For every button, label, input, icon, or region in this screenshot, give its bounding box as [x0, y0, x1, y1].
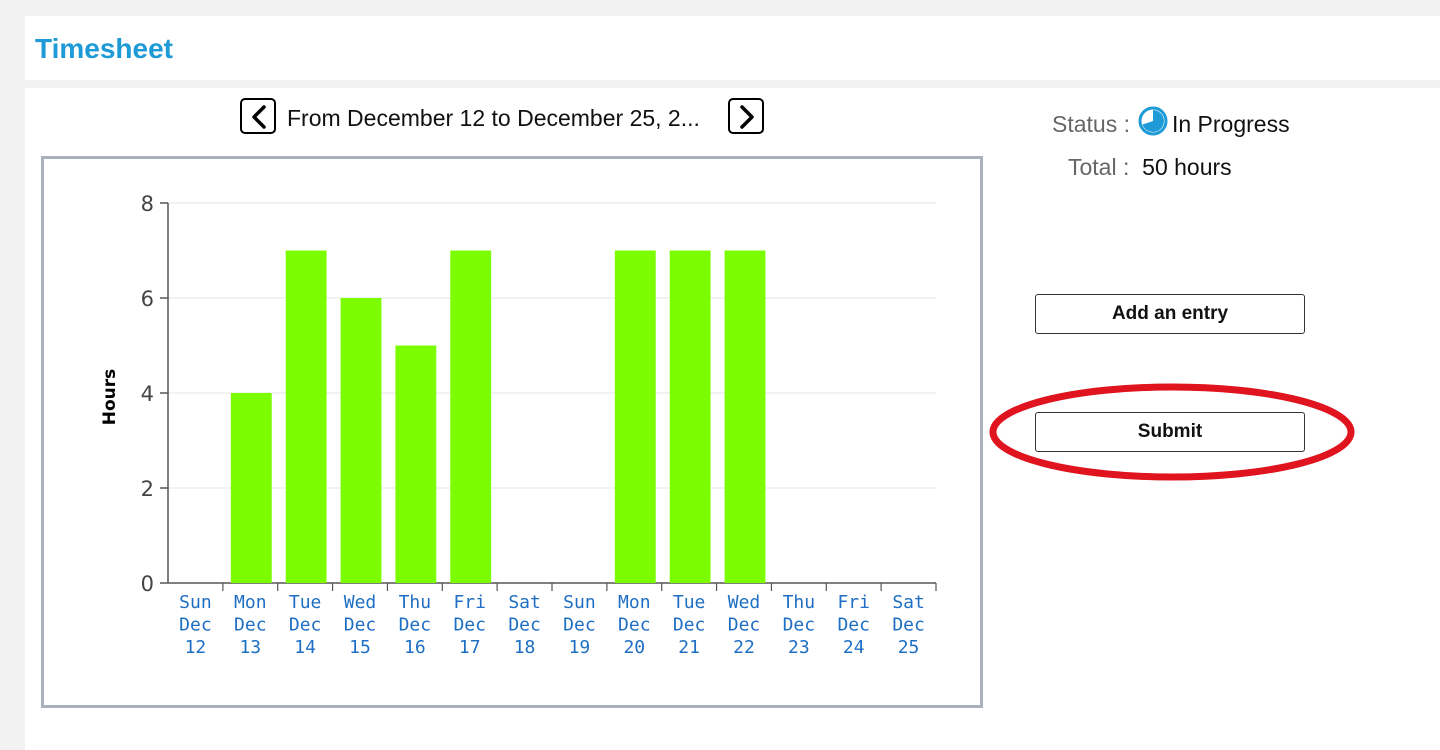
- total-value: 50 hours: [1142, 154, 1232, 180]
- x-tick-label-line: Sun: [563, 592, 596, 613]
- previous-period-button[interactable]: [240, 98, 276, 134]
- status-label: Status :: [1052, 111, 1130, 137]
- x-tick-label-line: Sun: [179, 592, 212, 613]
- total-label: Total :: [1068, 154, 1130, 180]
- x-tick-label: Tue Dec 21: [673, 592, 706, 658]
- page-title: Timesheet: [35, 33, 173, 64]
- x-tick-label: Sat Dec 25: [892, 592, 925, 658]
- x-tick-label-line: 15: [349, 637, 371, 658]
- y-tick-label: 6: [141, 287, 154, 311]
- x-tick-label-line: Dec: [618, 615, 651, 636]
- bar: [669, 250, 711, 583]
- x-tick-label: Mon Dec 13: [234, 592, 267, 658]
- x-tick-label-line: Wed: [344, 592, 377, 613]
- date-range-label: From December 12 to December 25, 2...: [287, 105, 700, 131]
- next-period-button[interactable]: [728, 98, 764, 134]
- bar: [724, 250, 766, 583]
- x-tick-label-line: 25: [898, 637, 920, 658]
- x-tick-label: Sun Dec 12: [179, 592, 212, 658]
- bar: [340, 298, 382, 583]
- x-tick-label-line: 24: [843, 637, 865, 658]
- x-tick-label-line: Dec: [453, 615, 486, 636]
- x-tick-label-line: 20: [623, 637, 645, 658]
- x-tick-label-line: Thu: [783, 592, 816, 613]
- x-tick-label-line: Dec: [508, 615, 541, 636]
- x-tick-label-line: Mon: [234, 592, 267, 613]
- x-tick-label-line: Fri: [837, 592, 870, 613]
- x-tick-label-line: 12: [185, 637, 207, 658]
- x-tick-label-line: Tue: [289, 592, 322, 613]
- x-tick-label: Sat Dec 18: [508, 592, 541, 658]
- x-tick-label: Sun Dec 19: [563, 592, 596, 658]
- x-tick-label-line: Sat: [508, 592, 541, 613]
- x-tick-label: Fri Dec 17: [453, 592, 486, 658]
- x-tick-label: Fri Dec 24: [837, 592, 870, 658]
- x-tick-label-line: Dec: [234, 615, 267, 636]
- x-tick-label-line: 14: [294, 637, 316, 658]
- submit-button[interactable]: Submit: [1035, 412, 1305, 452]
- x-tick-label-line: Fri: [453, 592, 486, 613]
- bar: [614, 250, 656, 583]
- bar: [285, 250, 327, 583]
- y-axis-title: Hours: [100, 369, 120, 426]
- y-tick-label: 8: [141, 192, 154, 216]
- x-tick-label-line: Dec: [728, 615, 761, 636]
- highlight-annotation: [989, 383, 1355, 481]
- x-tick-label-line: Dec: [673, 615, 706, 636]
- y-tick-label: 0: [141, 572, 154, 596]
- x-tick-label-line: Dec: [344, 615, 377, 636]
- x-tick-label: Wed Dec 15: [344, 592, 377, 658]
- add-entry-button[interactable]: Add an entry: [1035, 294, 1305, 334]
- status-row: Status : In Progress: [1052, 106, 1290, 142]
- x-tick-label-line: Dec: [892, 615, 925, 636]
- x-tick-label-line: 18: [514, 637, 536, 658]
- total-row: Total : 50 hours: [1068, 154, 1232, 181]
- x-tick-label-line: Dec: [783, 615, 816, 636]
- x-tick-label-line: Dec: [289, 615, 322, 636]
- x-tick-label-line: Wed: [728, 592, 761, 613]
- bar: [230, 393, 272, 583]
- x-tick-label-line: Dec: [179, 615, 212, 636]
- x-tick-label-line: 16: [404, 637, 426, 658]
- x-tick-label: Thu Dec 16: [399, 592, 432, 658]
- x-tick-label-line: Sat: [892, 592, 925, 613]
- y-tick-label: 4: [141, 382, 154, 406]
- y-tick-label: 2: [141, 477, 154, 501]
- hours-chart: 0 2 4 6 8 Hours Sun Dec 12 Mon Dec 13 Tue Dec 14 Wed Dec…: [41, 156, 983, 708]
- bar: [395, 345, 437, 583]
- header-bar: Timesheet: [25, 16, 1440, 80]
- x-tick-label: Mon Dec 20: [618, 592, 651, 658]
- x-tick-label-line: Dec: [563, 615, 596, 636]
- x-tick-label-line: Dec: [399, 615, 432, 636]
- main-panel: From December 12 to December 25, 2... 0 2…: [25, 88, 1440, 750]
- x-tick-label-line: 19: [569, 637, 591, 658]
- status-value: In Progress: [1171, 111, 1290, 137]
- x-tick-label: Wed Dec 22: [728, 592, 761, 658]
- bar: [450, 250, 492, 583]
- x-tick-label-line: Dec: [837, 615, 870, 636]
- x-tick-label-line: Mon: [618, 592, 651, 613]
- clock-progress-icon: [1138, 106, 1168, 142]
- chevron-right-icon: [740, 105, 754, 129]
- x-tick-label-line: 13: [239, 637, 261, 658]
- x-tick-label-line: Tue: [673, 592, 706, 613]
- x-tick-label: Tue Dec 14: [289, 592, 322, 658]
- x-tick-label-line: 17: [459, 637, 481, 658]
- x-tick-label-line: 23: [788, 637, 810, 658]
- chevron-left-icon: [252, 105, 266, 129]
- x-tick-label-line: 22: [733, 637, 755, 658]
- x-tick-label-line: Thu: [399, 592, 432, 613]
- x-tick-label-line: 21: [678, 637, 700, 658]
- x-tick-label: Thu Dec 23: [783, 592, 816, 658]
